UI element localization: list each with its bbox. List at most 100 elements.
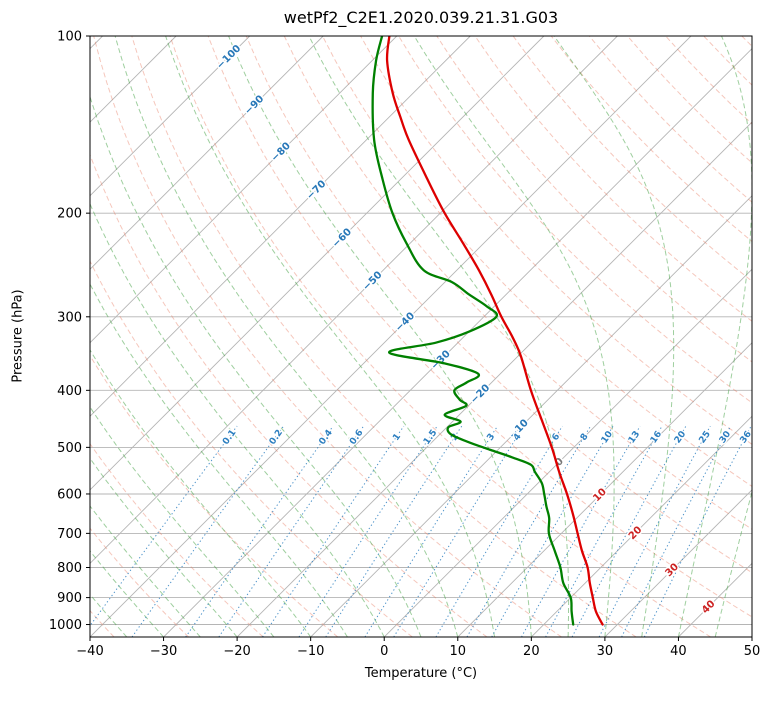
moist-adiabat-line [90, 95, 422, 637]
isotherm-line [90, 36, 692, 637]
moist-adiabat-line [114, 36, 459, 637]
x-tick-label: 30 [597, 644, 614, 659]
mixing-ratio-label: 1.5 [422, 428, 439, 447]
dry-adiabat-line [741, 36, 752, 47]
y-tick-label: 700 [57, 527, 82, 542]
isotherm-label: −50 [361, 270, 385, 294]
isotherm-line [163, 47, 752, 637]
isotherm-line [751, 636, 752, 637]
isotherm-label: −100 [215, 43, 243, 71]
dry-adiabat-line [665, 36, 752, 125]
mixing-ratio-label: 0.1 [221, 428, 238, 447]
dewpoint-profile [371, 36, 575, 626]
dry-adiabat-line [283, 36, 752, 530]
x-axis-label: Temperature (°C) [364, 666, 478, 681]
mixing-ratio-label: 8 [579, 432, 591, 443]
dry-adiabat-line [627, 36, 752, 164]
mixing-ratio-label: 0.4 [318, 428, 335, 447]
mixing-ratio-line [598, 425, 711, 637]
dry-adiabat-line [398, 36, 752, 404]
x-tick-label: −10 [297, 644, 324, 659]
mixing-ratio-label: 0.6 [348, 428, 365, 447]
moist-adiabat-line [228, 36, 532, 637]
y-tick-label: 100 [57, 30, 82, 45]
moist-adiabat-line [90, 457, 238, 637]
isotherm-label: 40 [700, 599, 718, 617]
isotherm-label: −20 [469, 383, 493, 407]
dry-adiabat-line [436, 36, 752, 363]
x-tick-label: 10 [450, 644, 467, 659]
moist-adiabat-line [714, 489, 752, 637]
dry-adiabat-line [90, 153, 488, 637]
moist-adiabat-line [553, 36, 675, 637]
mixing-ratio-line [131, 425, 285, 637]
y-tick-label: 600 [57, 487, 82, 502]
mixing-ratio-line [571, 425, 687, 637]
isotherm-line [90, 36, 471, 417]
dry-adiabat-line [93, 36, 562, 637]
dry-adiabat-line [131, 36, 637, 637]
y-tick-label: 900 [57, 591, 82, 606]
chart-title: wetPf2_C2E1.2020.039.21.31.G03 [283, 8, 559, 27]
dry-adiabat-line [90, 442, 264, 637]
mixing-ratio-line [262, 425, 405, 637]
isotherm-line [90, 36, 398, 344]
isotherm-line [604, 489, 752, 637]
isotherm-line [90, 36, 177, 123]
dry-adiabat-line [322, 36, 752, 487]
moist-adiabat-line [677, 36, 752, 637]
mixing-ratio-line [325, 425, 463, 637]
dry-adiabat-line [512, 36, 752, 282]
isotherm-label: 20 [627, 525, 645, 543]
mixing-ratio-line [364, 425, 499, 637]
isotherm-line [383, 268, 752, 637]
isotherm-label: −60 [330, 227, 354, 251]
isotherm-line [678, 562, 752, 637]
dry-adiabat-line [703, 36, 752, 86]
sounding-profiles [371, 36, 604, 626]
temperature-profile [385, 36, 604, 626]
mixing-ratio-line [545, 425, 663, 637]
y-tick-label: 500 [57, 441, 82, 456]
dry-adiabat-line [474, 36, 752, 322]
y-tick-label: 1000 [49, 618, 82, 633]
plot-border [89, 35, 753, 638]
mixing-ratio-line [185, 425, 334, 637]
background-lines [90, 36, 752, 637]
x-tick-label: 0 [380, 644, 388, 659]
y-tick-label: 200 [57, 207, 82, 222]
isotherm-line [236, 121, 752, 637]
mixing-ratio-line [435, 425, 563, 637]
dry-adiabat-line [90, 527, 189, 637]
dry-adiabat-line [90, 260, 413, 637]
y-tick-label: 300 [57, 310, 82, 325]
mixing-ratio-label: 13 [627, 429, 642, 445]
isotherm-label: 30 [663, 562, 681, 580]
isotherm-line [310, 195, 752, 637]
mixing-ratio-label: 30 [718, 429, 733, 445]
moist-adiabat-line [413, 36, 615, 637]
moist-adiabat-line [90, 283, 348, 637]
moist-adiabat-line [308, 36, 570, 637]
x-tick-label: −40 [76, 644, 103, 659]
mixing-ratio-line [393, 425, 525, 637]
isotherm-line [90, 36, 324, 270]
x-tick-label: 40 [670, 644, 687, 659]
x-tick-label: −20 [223, 644, 250, 659]
axes: −40 −30 −20 −10 0 10 20 30 40 5010020030040050060… [49, 30, 760, 660]
moist-adiabat-line [165, 36, 496, 637]
mixing-ratio-label: 1 [391, 432, 403, 443]
isotherm-label: −80 [269, 141, 293, 165]
y-tick-label: 400 [57, 384, 82, 399]
mixing-ratio-label: 25 [698, 429, 713, 445]
isotherm-line [90, 36, 545, 491]
mixing-ratio-line [643, 425, 752, 637]
dry-adiabat-line [90, 354, 339, 637]
mixing-ratio-line [621, 425, 732, 637]
x-tick-label: 50 [744, 644, 761, 659]
isotherm-label: 10 [591, 487, 609, 505]
isotherm-line [530, 415, 752, 637]
dry-adiabat-line [550, 36, 752, 243]
